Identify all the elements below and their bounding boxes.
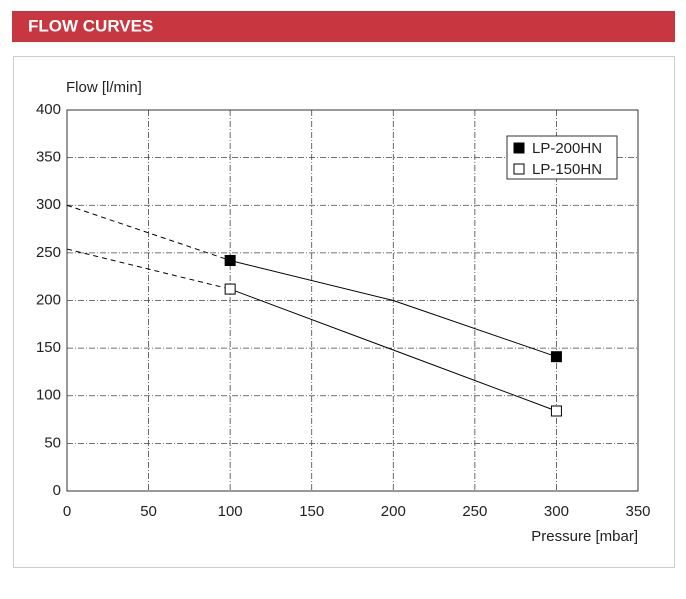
y-tick-label: 300: [36, 196, 61, 213]
line-segment: [229, 288, 394, 351]
line-segment: [66, 204, 231, 261]
legend-marker: [513, 163, 525, 175]
header-bar: [12, 11, 675, 42]
line-segment: [393, 300, 557, 358]
y-tick-label: 150: [36, 339, 61, 356]
legend-marker: [513, 142, 525, 154]
x-tick-label: 300: [544, 503, 569, 520]
marker: [224, 254, 236, 266]
y-tick-label: 350: [36, 149, 61, 166]
legend-label: LP-150HN: [532, 161, 602, 178]
x-tick-label: 250: [462, 503, 487, 520]
plot-border: [66, 109, 639, 492]
marker: [550, 405, 562, 417]
x-tick-label: 0: [63, 503, 71, 520]
x-tick-label: 150: [299, 503, 324, 520]
y-tick-label: 50: [44, 434, 61, 451]
x-axis-label: Pressure [mbar]: [531, 528, 638, 545]
x-tick-label: 200: [381, 503, 406, 520]
x-tick-label: 100: [218, 503, 243, 520]
header-title: FLOW CURVES: [28, 16, 153, 35]
line-segment: [230, 260, 394, 301]
line-segment: [393, 349, 557, 412]
chart-frame: [13, 56, 675, 568]
marker: [224, 283, 236, 295]
marker: [550, 351, 562, 363]
legend-box: [506, 135, 618, 180]
y-tick-label: 250: [36, 244, 61, 261]
y-tick-label: 400: [36, 101, 61, 118]
legend-label: LP-200HN: [532, 140, 602, 157]
y-tick-label: 200: [36, 291, 61, 308]
y-axis-label: Flow [l/min]: [66, 79, 142, 96]
y-tick-label: 100: [36, 387, 61, 404]
x-tick-label: 350: [625, 503, 650, 520]
y-tick-label: 0: [53, 482, 61, 499]
line-segment: [66, 248, 231, 290]
x-tick-label: 50: [140, 503, 157, 520]
